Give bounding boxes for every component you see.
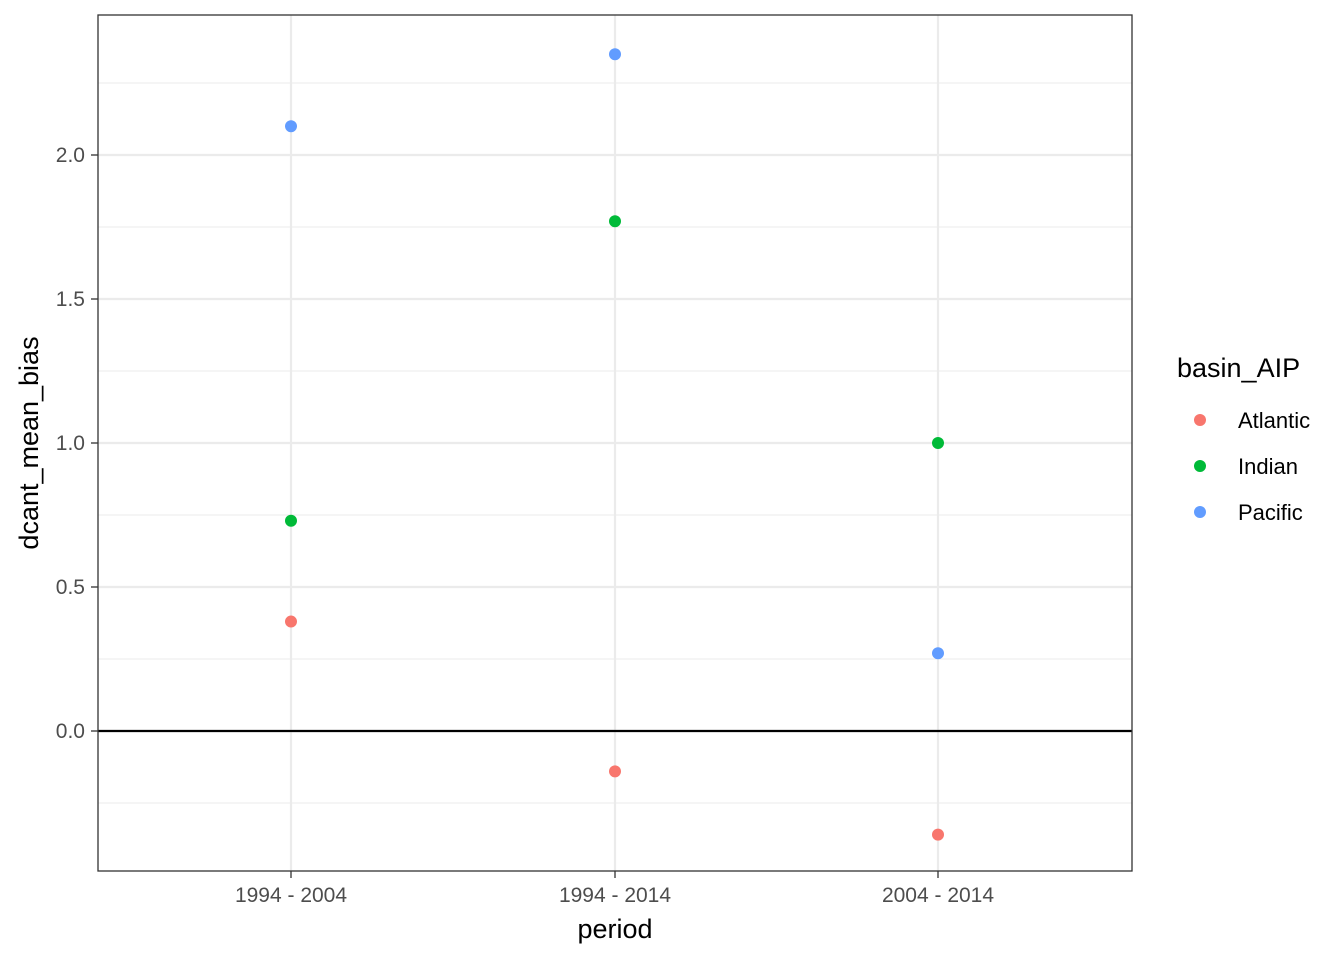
legend-label-pacific: Pacific bbox=[1238, 500, 1303, 525]
data-point-pacific bbox=[609, 48, 621, 61]
y-tick-label: 2.0 bbox=[56, 144, 85, 167]
data-point-pacific bbox=[285, 120, 297, 133]
data-points bbox=[285, 48, 944, 841]
data-point-pacific bbox=[932, 647, 944, 660]
data-point-atlantic bbox=[609, 765, 621, 778]
data-point-atlantic bbox=[932, 828, 944, 841]
y-tick-label: 0.0 bbox=[56, 720, 85, 743]
legend-items: Atlantic Indian Pacific bbox=[1194, 408, 1310, 525]
x-tick-label: 1994 - 2004 bbox=[235, 884, 347, 907]
data-point-atlantic bbox=[285, 615, 297, 628]
data-point-indian bbox=[609, 215, 621, 228]
data-point-indian bbox=[932, 437, 944, 449]
legend-title: basin_AIP bbox=[1177, 353, 1300, 383]
y-axis-title: dcant_mean_bias bbox=[14, 336, 44, 549]
legend: basin_AIP Atlantic Indian Pacific bbox=[1177, 353, 1310, 525]
legend-label-indian: Indian bbox=[1238, 454, 1298, 479]
legend-key-atlantic bbox=[1194, 414, 1206, 426]
x-tick-label: 1994 - 2014 bbox=[559, 884, 671, 907]
x-tick-label: 2004 - 2014 bbox=[882, 884, 994, 907]
legend-key-pacific bbox=[1194, 506, 1206, 518]
x-axis-title: period bbox=[577, 914, 652, 944]
y-axis-ticks: 0.0 0.5 1.0 1.5 2.0 bbox=[56, 144, 98, 743]
y-tick-label: 0.5 bbox=[56, 576, 85, 599]
y-tick-label: 1.5 bbox=[56, 288, 85, 311]
legend-key-indian bbox=[1194, 460, 1206, 472]
y-tick-label: 1.0 bbox=[56, 432, 85, 455]
data-point-indian bbox=[285, 514, 297, 527]
x-axis-ticks: 1994 - 2004 1994 - 2014 2004 - 2014 bbox=[235, 871, 994, 907]
legend-label-atlantic: Atlantic bbox=[1238, 408, 1310, 433]
